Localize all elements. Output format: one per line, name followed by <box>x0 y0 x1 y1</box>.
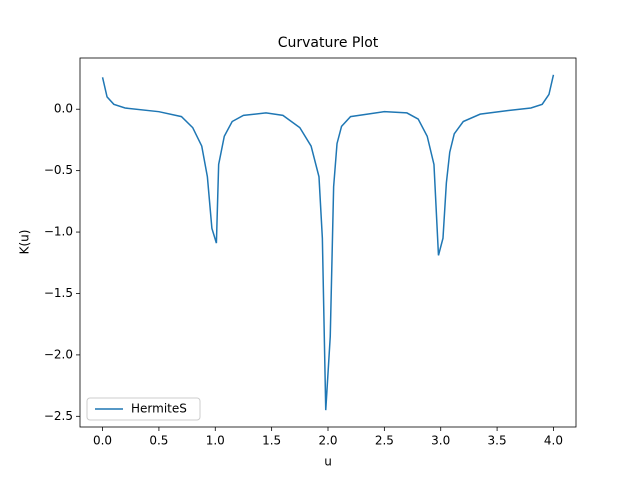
x-tick-label: 0.0 <box>93 434 112 448</box>
plot-frame <box>79 57 577 428</box>
y-tick-label: 0.0 <box>54 102 73 116</box>
x-tick-label: 4.0 <box>544 434 563 448</box>
x-tick-label: 1.5 <box>262 434 281 448</box>
y-tick-label: −1.5 <box>44 286 73 300</box>
x-tick-label: 1.0 <box>206 434 225 448</box>
y-tick-label: −1.0 <box>44 225 73 239</box>
x-tick-label: 2.0 <box>318 434 337 448</box>
x-tick-label: 3.5 <box>488 434 507 448</box>
x-tick-label: 0.5 <box>149 434 168 448</box>
x-axis-label: u <box>324 455 332 469</box>
data-line <box>101 74 555 411</box>
legend-box <box>86 397 201 421</box>
x-tick-label: 2.5 <box>375 434 394 448</box>
y-axis-label: K(u) <box>18 230 32 255</box>
chart-title: Curvature Plot <box>278 35 379 51</box>
y-tick-label: −0.5 <box>44 163 73 177</box>
x-tick-label: 3.0 <box>431 434 450 448</box>
y-tick-label: −2.0 <box>44 347 73 361</box>
y-tick-label: −2.5 <box>44 409 73 423</box>
legend-label: HermiteS <box>131 402 187 416</box>
